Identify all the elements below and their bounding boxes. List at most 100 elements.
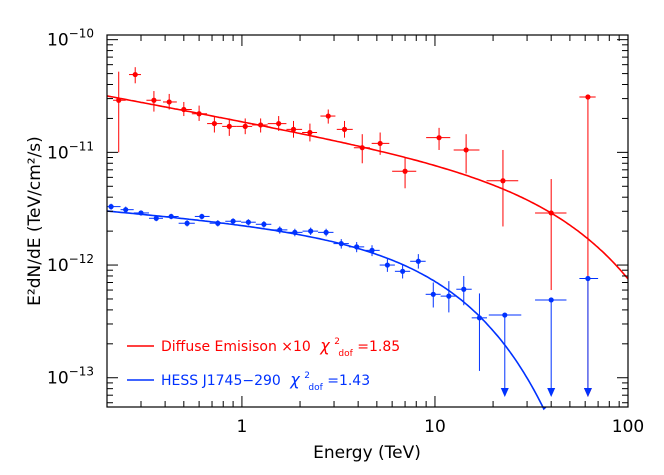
data-point-hess xyxy=(579,275,599,397)
data-point-diffuse xyxy=(535,179,567,291)
chi-sub-hess: dof xyxy=(308,383,323,393)
marker xyxy=(215,220,221,226)
y-tick-label: 10−12 xyxy=(47,252,94,276)
marker xyxy=(199,213,205,220)
data-point-hess xyxy=(394,265,411,279)
chi-symbol-diffuse: χ xyxy=(319,336,330,355)
marker xyxy=(476,315,483,321)
data-point-diffuse xyxy=(302,123,318,142)
data-point-diffuse xyxy=(371,132,390,155)
data-point-hess xyxy=(120,206,134,213)
marker xyxy=(116,97,122,103)
y-tick-exponent: −12 xyxy=(69,252,94,266)
data-point-diffuse xyxy=(252,118,268,133)
data-point-hess xyxy=(287,228,303,237)
data-point-diffuse xyxy=(426,127,451,150)
data-point-hess xyxy=(148,215,163,222)
x-tick-label: 10 xyxy=(424,417,446,437)
marker xyxy=(308,228,314,234)
data-point-diffuse xyxy=(236,118,253,135)
y-tick-exponent: −10 xyxy=(69,27,94,41)
data-point-diffuse xyxy=(113,71,126,153)
data-point-hess xyxy=(364,245,380,257)
upper-limit-arrow xyxy=(500,388,509,397)
data-point-diffuse xyxy=(353,134,370,164)
y-tick-base: 10 xyxy=(47,31,69,51)
marker xyxy=(548,297,554,303)
marker xyxy=(415,258,421,264)
model-curves xyxy=(106,95,629,411)
plot-frame xyxy=(106,34,629,408)
data-point-hess xyxy=(425,282,441,308)
data-point-diffuse xyxy=(191,105,208,121)
data-point-hess xyxy=(162,213,179,220)
y-tick-exponent: −11 xyxy=(69,139,94,153)
legend-name-diffuse: Diffuse Emisison ×10 xyxy=(161,339,311,355)
marker xyxy=(245,219,251,225)
marker xyxy=(123,207,129,213)
chi-sup-hess: 2 xyxy=(304,371,310,381)
y-tick-label: 10−10 xyxy=(47,27,94,51)
marker xyxy=(325,113,331,119)
chi-symbol-hess: χ xyxy=(289,370,300,389)
marker xyxy=(400,268,406,274)
y-tick-base: 10 xyxy=(47,369,69,389)
y-tick-label: 10−11 xyxy=(47,139,94,163)
data-point-hess xyxy=(209,220,226,227)
chi-value-hess: =1.43 xyxy=(327,373,370,389)
data-point-hess xyxy=(178,220,195,227)
marker xyxy=(226,123,232,129)
data-point-hess xyxy=(194,213,210,220)
data-point-hess xyxy=(440,281,457,313)
legend-label-hess: HESS J1745−290 χ 2 dof =1.43 xyxy=(161,366,370,394)
data-point-hess xyxy=(333,239,349,249)
marker xyxy=(307,129,313,136)
marker xyxy=(230,218,236,224)
marker xyxy=(323,229,329,235)
data-point-diffuse xyxy=(486,149,519,227)
marker xyxy=(132,71,138,78)
marker xyxy=(196,111,202,117)
data-point-diffuse xyxy=(128,67,141,84)
marker xyxy=(338,240,344,247)
marker xyxy=(166,99,172,105)
marker xyxy=(290,126,297,132)
data-point-hess xyxy=(348,242,365,253)
marker xyxy=(168,213,174,220)
data-point-diffuse xyxy=(336,120,353,138)
marker xyxy=(277,227,283,233)
marker xyxy=(261,221,267,227)
data-point-diffuse xyxy=(453,134,480,174)
data-point-diffuse xyxy=(146,91,161,112)
marker xyxy=(151,97,157,103)
chi-value-diffuse: =1.85 xyxy=(357,339,400,355)
data-point-hess xyxy=(471,293,487,371)
marker xyxy=(292,229,298,235)
data-point-diffuse xyxy=(392,157,417,189)
marker xyxy=(502,312,508,318)
marker xyxy=(500,178,506,184)
y-tick-exponent: −13 xyxy=(69,365,94,379)
legend-entry-diffuse: Diffuse Emisison ×10 χ 2 dof =1.85 xyxy=(127,336,400,359)
marker xyxy=(384,262,390,268)
data-point-diffuse xyxy=(286,120,303,138)
data-point-hess xyxy=(271,226,288,234)
chi-sub-diffuse: dof xyxy=(338,349,353,359)
data-point-hess xyxy=(225,218,242,225)
y-axis-label: E²dN/dE (TeV/cm²/s) xyxy=(25,136,45,306)
marker xyxy=(446,293,452,299)
data-point-hess xyxy=(318,228,334,237)
marker xyxy=(359,145,365,151)
legend-entry-hess: HESS J1745−290 χ 2 dof =1.43 xyxy=(127,366,370,394)
data-point-diffuse xyxy=(267,116,287,131)
marker xyxy=(181,106,187,113)
data-point-diffuse xyxy=(162,93,177,110)
model-curve-hess xyxy=(106,210,547,411)
marker xyxy=(402,168,408,174)
marker xyxy=(184,220,190,226)
marker xyxy=(585,275,591,282)
data-point-diffuse xyxy=(207,116,223,133)
marker xyxy=(276,120,282,127)
